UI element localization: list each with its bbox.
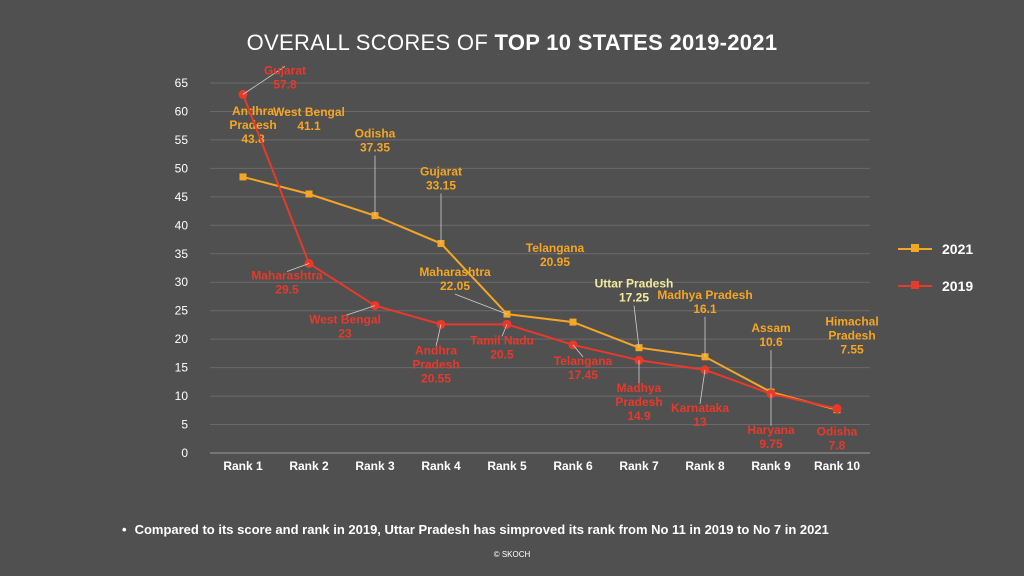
- legend-label-2021: 2021: [942, 241, 974, 257]
- y-tick-label: 0: [181, 446, 188, 460]
- x-tick-label: Rank 2: [289, 459, 329, 473]
- data-label-2021: Himachal Pradesh 7.55: [825, 315, 878, 357]
- y-tick-label: 30: [175, 275, 189, 289]
- data-label-leader: [501, 324, 508, 337]
- footnote-bullet: •: [122, 522, 127, 537]
- data-label-2019: Tamil Nadu 20.5: [470, 333, 534, 361]
- data-point-2019: [832, 404, 842, 414]
- data-label-2021: Uttar Pradesh 17.25: [595, 277, 674, 305]
- legend-item-2021: 2021: [898, 241, 973, 257]
- data-label-leader: [572, 344, 584, 358]
- y-tick-label: 45: [175, 190, 189, 204]
- data-label-leader: [435, 324, 442, 347]
- data-label-leader: [699, 369, 706, 404]
- data-label-2021: Odisha 37.35: [355, 127, 396, 155]
- x-tick-label: Rank 6: [553, 459, 593, 473]
- data-label-2019: Telangana 17.45: [554, 354, 613, 382]
- line-chart: 0 5 10 15 20 25 30 35 40 45 50 55 60 65 Rank 1 Rank 2 Ra…: [175, 63, 879, 473]
- y-tick-label: 50: [175, 161, 189, 175]
- data-label-2021: Madhya Pradesh 16.1: [657, 288, 752, 316]
- title-bold: TOP 10 STATES 2019-2021: [494, 30, 778, 55]
- data-label-2021: Maharashtra 22.05: [419, 265, 491, 293]
- footnote-text: Compared to its score and rank in 2019, …: [134, 522, 829, 537]
- data-point-2021: [569, 318, 577, 326]
- footnote: • Compared to its score and rank in 2019,…: [122, 522, 829, 537]
- title-regular: OVERALL SCORES OF: [246, 30, 489, 55]
- data-label-2019: Odisha 7.8: [817, 425, 858, 453]
- data-label-2019: Haryana 9.75: [747, 423, 795, 451]
- data-label-2021: Assam 10.6: [751, 321, 790, 349]
- data-label-2021: West Bengal 41.1: [273, 105, 345, 133]
- x-tick-label: Rank 4: [421, 459, 461, 473]
- series-line-2021: [242, 175, 838, 411]
- data-label-2019: Maharashtra 29.5: [251, 268, 323, 296]
- data-point-2021: [305, 190, 313, 198]
- x-tick-label: Rank 5: [487, 459, 527, 473]
- y-tick-label: 10: [175, 389, 189, 403]
- y-tick-label: 15: [175, 361, 189, 375]
- data-label-leader: [633, 305, 640, 348]
- data-label-leader: [454, 293, 508, 315]
- chart-title: OVERALL SCORES OF TOP 10 STATES 2019-202…: [0, 30, 1024, 56]
- copyright: © SKOCH: [493, 550, 531, 559]
- y-tick-label: 40: [175, 218, 189, 232]
- y-tick-label: 55: [175, 133, 189, 147]
- x-tick-label: Rank 8: [685, 459, 725, 473]
- x-tick-label: Rank 1: [223, 459, 263, 473]
- data-label-leader: [344, 305, 376, 316]
- data-label-2019: West Bengal 23: [309, 313, 381, 341]
- data-point-2021: [239, 173, 247, 181]
- y-tick-label: 25: [175, 304, 189, 318]
- y-tick-label: 60: [175, 104, 189, 118]
- x-tick-label: Rank 10: [814, 459, 860, 473]
- data-label-2019: Gujarat 57.8: [264, 63, 306, 91]
- legend-swatch-2019: [898, 281, 932, 289]
- data-label-2019: Andhra Pradesh 20.55: [412, 343, 459, 385]
- legend-swatch-2021: [898, 244, 932, 252]
- y-tick-label: 35: [175, 247, 189, 261]
- y-tick-label: 5: [181, 418, 188, 432]
- data-label-leader: [242, 66, 286, 95]
- data-label-leader: [286, 263, 310, 272]
- data-label-2021: Andhra Pradesh 43.8: [229, 104, 276, 146]
- series-line-2019: [242, 94, 838, 410]
- data-label-2021: Gujarat 33.15: [420, 165, 462, 193]
- y-tick-label: 20: [175, 332, 189, 346]
- x-tick-label: Rank 3: [355, 459, 395, 473]
- legend-item-2019: 2019: [898, 278, 973, 294]
- x-tick-label: Rank 7: [619, 459, 659, 473]
- x-tick-label: Rank 9: [751, 459, 791, 473]
- data-label-2019: Madhya Pradesh 14.9: [615, 381, 662, 423]
- legend-label-2019: 2019: [942, 278, 974, 294]
- y-tick-label: 65: [175, 76, 189, 90]
- data-label-2021: Telangana 20.95: [526, 241, 585, 269]
- data-label-2019: Karnataka 13: [671, 401, 729, 429]
